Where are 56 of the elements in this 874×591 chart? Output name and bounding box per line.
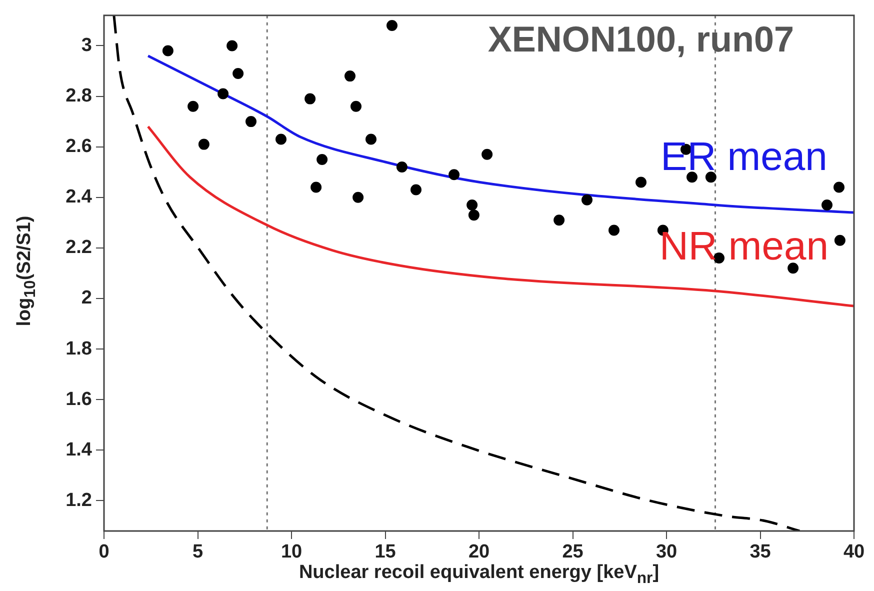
point (246, 116, 256, 128)
point (350, 100, 362, 112)
point (834, 234, 846, 246)
point (162, 45, 174, 56)
point (822, 199, 832, 210)
point (410, 184, 422, 196)
point (198, 138, 210, 150)
y-tick-label: 3 (81, 34, 92, 56)
chart-title: XENON100, run07 (488, 18, 794, 60)
y-tick-label: 2.4 (66, 186, 92, 208)
point (686, 172, 698, 183)
point (232, 68, 244, 80)
y-tick-label: 1.2 (66, 490, 92, 511)
point (344, 70, 356, 82)
x-tick-label: 0 (98, 542, 110, 563)
point (482, 148, 493, 160)
x-tick-label: 20 (468, 542, 490, 563)
point (554, 214, 565, 226)
x-tick-label: 30 (656, 542, 678, 563)
y-tick-label: 2.6 (66, 136, 92, 158)
point (448, 169, 460, 180)
point (218, 88, 229, 100)
x-tick-label: 15 (374, 542, 396, 563)
y-tick-label: 2.8 (66, 86, 92, 107)
x-axis-title: Nuclear recoil equivalent energy [keV$_{nr}$] (298, 562, 660, 588)
y-tick-label: 1.4 (66, 439, 92, 460)
x-tick-label: 35 (750, 542, 772, 563)
point (396, 162, 408, 173)
y-tick-label: 2.2 (66, 237, 92, 258)
y-tick-label: 1.6 (66, 388, 92, 410)
point (366, 134, 376, 145)
point (608, 224, 620, 236)
point (226, 40, 238, 52)
point (310, 182, 322, 193)
x-tick-label: 40 (843, 542, 865, 563)
point (636, 176, 646, 188)
point (188, 100, 199, 112)
point (788, 262, 799, 274)
point (466, 199, 478, 210)
x-tick-label: 5 (192, 542, 204, 563)
point (582, 194, 592, 206)
series-label: NR mean (660, 224, 828, 269)
y-tick-label: 2 (81, 288, 92, 309)
line-series (146, 125, 854, 308)
point (386, 20, 398, 32)
y-tick-label: 1.8 (66, 338, 92, 360)
x-tick-label: 10 (280, 542, 302, 563)
point (705, 172, 716, 183)
point (352, 192, 364, 203)
point (304, 93, 316, 104)
point (834, 182, 844, 193)
x-tick-label: 25 (562, 542, 584, 563)
point (468, 210, 480, 221)
series-label: ER mean (660, 134, 828, 179)
point (316, 154, 328, 165)
point (276, 134, 286, 145)
